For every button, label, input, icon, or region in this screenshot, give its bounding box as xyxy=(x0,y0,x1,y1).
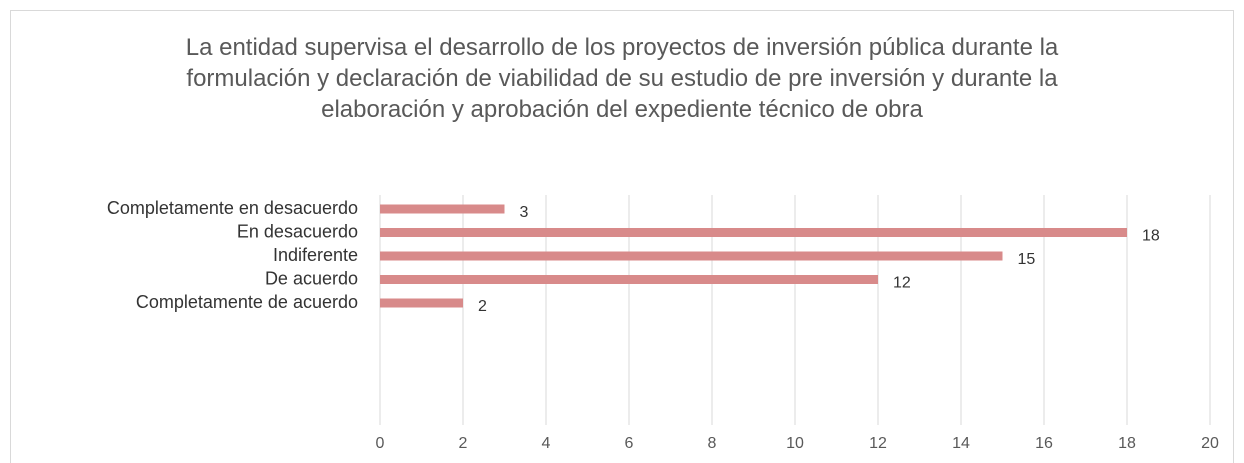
x-tick-label: 10 xyxy=(786,435,804,452)
y-tick-label: Indiferente xyxy=(273,245,358,265)
x-tick-label: 12 xyxy=(869,435,887,452)
x-tick-label: 18 xyxy=(1118,435,1136,452)
bar xyxy=(380,228,1127,237)
chart-border xyxy=(10,10,1234,463)
bar xyxy=(380,275,878,284)
y-tick-label: En desacuerdo xyxy=(237,221,358,241)
x-tick-label: 14 xyxy=(952,435,970,452)
x-tick-label: 0 xyxy=(376,435,385,452)
value-label: 3 xyxy=(520,204,529,221)
chart-title: La entidad supervisa el desarrollo de lo… xyxy=(185,34,1059,123)
bar xyxy=(380,298,463,308)
y-tick-label: De acuerdo xyxy=(265,268,358,288)
x-tick-label: 2 xyxy=(459,435,468,452)
x-tick-label: 4 xyxy=(542,435,551,452)
x-tick-label: 16 xyxy=(1035,435,1053,452)
x-tick-label: 6 xyxy=(625,435,634,452)
value-label: 2 xyxy=(478,298,487,315)
x-tick-label: 8 xyxy=(708,435,717,452)
bar xyxy=(380,251,1003,261)
value-label: 18 xyxy=(1142,228,1160,245)
value-label: 12 xyxy=(893,275,911,292)
x-tick-label: 20 xyxy=(1201,435,1219,452)
y-tick-label: Completamente en desacuerdo xyxy=(107,198,358,218)
y-tick-label: Completamente de acuerdo xyxy=(136,292,358,312)
value-label: 15 xyxy=(1018,251,1036,268)
bar xyxy=(380,204,505,214)
